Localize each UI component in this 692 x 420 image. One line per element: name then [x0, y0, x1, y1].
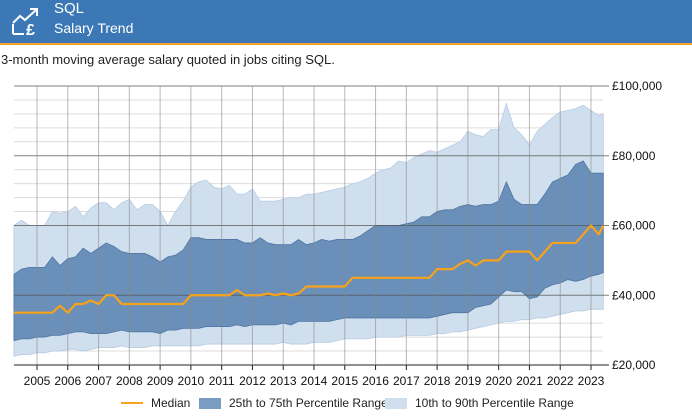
x-tick-label: 2021 — [516, 374, 543, 388]
x-tick-label: 2023 — [578, 374, 605, 388]
legend-item-median: Median — [121, 396, 190, 410]
x-tick-label: 2018 — [424, 374, 451, 388]
median-series — [13, 224, 605, 314]
x-tick-label: 2015 — [331, 374, 358, 388]
x-tick-label: 2016 — [362, 374, 389, 388]
salary-trend-pound-icon: £ — [12, 8, 38, 38]
x-tick-label: 2010 — [178, 374, 205, 388]
x-tick-label: 2006 — [54, 374, 81, 388]
legend-item-decile: 10th to 90th Percentile Range — [385, 396, 574, 410]
legend-swatch-iqr — [199, 397, 221, 409]
y-tick-label: £40,000 — [612, 288, 656, 302]
x-tick-label: 2013 — [270, 374, 297, 388]
major-gridlines — [14, 85, 609, 366]
legend-label-median: Median — [151, 396, 191, 410]
median-line — [13, 224, 605, 314]
x-tick-label: 2020 — [485, 374, 512, 388]
x-tick-label: 2017 — [393, 374, 420, 388]
page-header: £ SQL Salary Trend — [0, 0, 692, 45]
legend-label-decile: 10th to 90th Percentile Range — [415, 396, 574, 410]
legend-swatch-decile — [385, 397, 407, 409]
x-tick-label: 2009 — [147, 374, 174, 388]
y-tick-label: £20,000 — [612, 358, 656, 372]
x-tick-label: 2022 — [547, 374, 574, 388]
x-tick-label: 2014 — [301, 374, 328, 388]
legend-item-iqr: 25th to 75th Percentile Range — [199, 396, 388, 410]
x-tick-label: 2008 — [116, 374, 143, 388]
x-tick-label: 2005 — [24, 374, 51, 388]
svg-text:£: £ — [26, 22, 35, 38]
page-title: SQL — [54, 0, 85, 17]
x-tick-label: 2019 — [455, 374, 482, 388]
vertical-gridlines — [36, 86, 592, 365]
y-tick-label: £60,000 — [612, 219, 656, 233]
chart-description: 3-month moving average salary quoted in … — [1, 52, 335, 67]
salary-trend-chart: 2005 2006 2007 2008 2009 2010 2011 2012 2013 2014… — [13, 79, 662, 388]
x-tick-label: 2007 — [85, 374, 112, 388]
legend-label-iqr: 25th to 75th Percentile Range — [229, 396, 388, 410]
y-tick-label: £100,000 — [612, 79, 662, 93]
x-tick-label: 2012 — [239, 374, 266, 388]
legend-swatch-median — [121, 402, 143, 404]
y-axis-ticks: £20,000 £40,000 £60,000 £80,000 £100,000 — [612, 79, 662, 372]
chart-legend: Median 25th to 75th Percentile Range 10t… — [0, 394, 692, 414]
page-subtitle: Salary Trend — [54, 20, 134, 36]
x-axis-ticks: 2005 2006 2007 2008 2009 2010 2011 2012 2013 2014… — [24, 365, 605, 388]
x-tick-label: 2011 — [209, 374, 235, 388]
y-tick-label: £80,000 — [612, 149, 656, 163]
